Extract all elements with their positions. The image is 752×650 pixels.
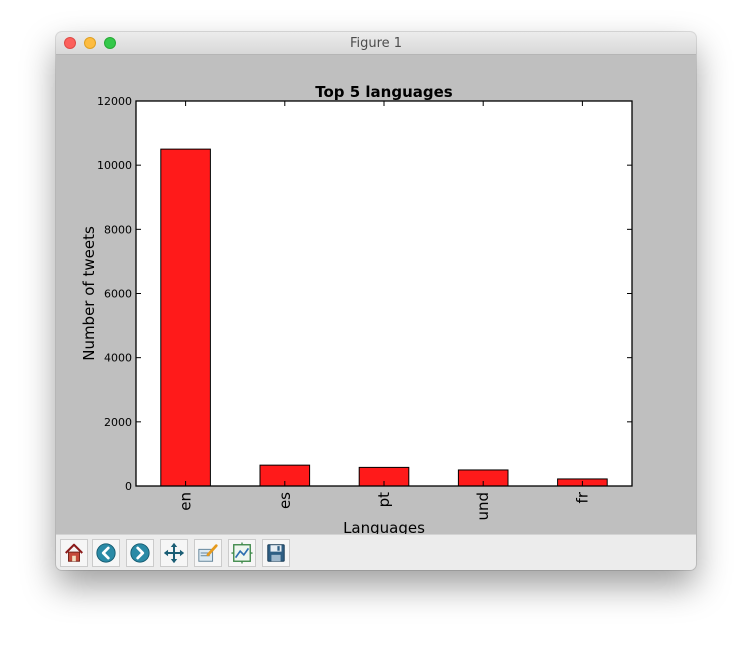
forward-arrow-icon: [130, 543, 150, 563]
y-axis-label: Number of tweets: [80, 226, 98, 361]
y-tick-label: 10000: [97, 159, 132, 172]
pan-button[interactable]: [160, 539, 188, 567]
x-tick-label-und: und: [474, 492, 492, 521]
zoom-to-rect-icon: [198, 544, 218, 562]
x-tick-label-es: es: [276, 492, 294, 509]
window-title: Figure 1: [349, 36, 403, 51]
back-button[interactable]: [92, 539, 120, 567]
move-icon: [163, 542, 185, 564]
x-tick-label-en: en: [177, 492, 195, 511]
figure-canvas: 0 2000 4000 6000 8000 10000 12000 en es pt und fr …: [56, 55, 696, 537]
x-tick-label-pt: pt: [375, 492, 393, 508]
forward-button[interactable]: [126, 539, 154, 567]
save-button[interactable]: [262, 539, 290, 567]
y-tick-label: 0: [125, 480, 132, 493]
back-arrow-icon: [96, 543, 116, 563]
zoom-button[interactable]: [194, 539, 222, 567]
subplots-icon: [231, 542, 253, 564]
plot-frame: [135, 100, 633, 487]
navigation-toolbar: [56, 534, 696, 570]
home-icon: [65, 543, 83, 562]
home-button[interactable]: [60, 539, 88, 567]
title-bar[interactable]: Figure 1: [56, 32, 696, 55]
save-icon: [267, 544, 285, 562]
y-tick-label: 4000: [104, 352, 132, 365]
chart-title: Top 5 languages: [315, 83, 453, 101]
close-button[interactable]: [64, 37, 76, 49]
x-tick-label-fr: fr: [573, 491, 591, 503]
y-tick-label: 6000: [104, 288, 132, 301]
y-tick-label: 12000: [97, 95, 132, 108]
zoom-button-window[interactable]: [104, 37, 116, 49]
configure-subplots-button[interactable]: [228, 539, 256, 567]
y-tick-label: 2000: [104, 416, 132, 429]
bar-en: [160, 148, 211, 487]
figure-window: Figure 1 0 2000 4000 6000 8000 10000 12000 en e…: [56, 32, 696, 570]
x-axis-label: Languages: [343, 519, 425, 534]
minimize-button[interactable]: [84, 37, 96, 49]
y-tick-label: 8000: [104, 223, 132, 236]
plot-area: [136, 101, 632, 486]
